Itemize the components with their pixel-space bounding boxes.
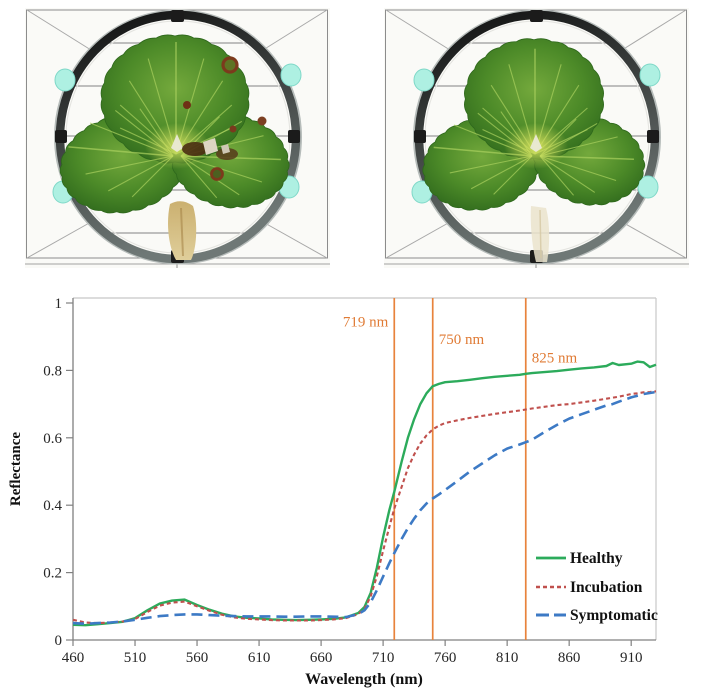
frame-diagonal: [385, 9, 451, 51]
cyan-clip: [280, 63, 302, 87]
incubation-series-line: [72, 390, 657, 625]
healthy-series-line: [72, 360, 657, 627]
leaflet: [464, 38, 604, 160]
lesion-ring: [210, 167, 224, 181]
cyan-clip: [637, 175, 659, 199]
y-axis-title: Reflectance: [8, 432, 24, 506]
plot-area: 0 0.2 0.4 0.6 0.8 1 460 510 560 610 660 710 760 810 86…: [43, 296, 658, 666]
x-axis-title: Wavelength (nm): [305, 671, 423, 688]
y-tick-label: 0.8: [43, 363, 62, 379]
wavelength-marker-label: 825 nm: [532, 351, 578, 367]
wavelength-marker-label: 750 nm: [439, 332, 485, 348]
y-tick-label: 0.2: [43, 566, 62, 582]
ring-tab: [530, 10, 543, 22]
reflectance-chart: 0 0.2 0.4 0.6 0.8 1 460 510 560 610 660 710 760 810 86…: [8, 296, 658, 688]
y-tick-label: 0: [55, 633, 63, 649]
frame-diagonal: [621, 221, 687, 259]
x-tick-label: 710: [372, 650, 395, 666]
x-tick-label: 910: [620, 650, 643, 666]
frame-diagonal: [385, 221, 451, 259]
lesion-blotch: [216, 148, 238, 160]
ring-tab: [288, 130, 300, 143]
disease-lesions: [182, 56, 267, 181]
lesion-spot: [183, 101, 191, 109]
y-tick-label: 0.4: [43, 498, 62, 514]
strawberry-leaf: [422, 38, 646, 211]
wavelength-marker-label: 719 nm: [343, 315, 389, 331]
lesion-ring: [221, 56, 239, 74]
petiole-junction: [171, 134, 183, 152]
lesion-spot: [257, 116, 267, 126]
frame-diagonal: [262, 9, 328, 51]
stem-shadow: [180, 207, 184, 257]
symptomatic-series-line: [72, 390, 657, 626]
ring-tab: [414, 130, 426, 143]
petiole-junction: [530, 134, 542, 152]
leaflet: [100, 34, 250, 164]
lesion-spot: [229, 125, 237, 133]
frame-diagonal: [26, 221, 92, 259]
strawberry-leaf: [59, 34, 290, 214]
x-tick-label: 610: [248, 650, 271, 666]
leaf-sample-photo-healthy: [384, 8, 689, 268]
y-tick-label: 1: [55, 296, 63, 312]
frame-diagonal: [262, 221, 328, 259]
x-tick-label: 760: [434, 650, 457, 666]
x-tick-label: 510: [124, 650, 147, 666]
ring-tab: [171, 10, 184, 22]
x-tick-label: 810: [496, 650, 519, 666]
ring-tab: [647, 130, 659, 143]
petiole-white-mark: [203, 138, 218, 155]
stem-shadow: [539, 209, 542, 259]
cyan-clip: [413, 68, 435, 92]
x-tick-label: 460: [62, 650, 85, 666]
lesion-blotch: [182, 142, 208, 156]
x-tick-label: 560: [186, 650, 209, 666]
leaf-sample-photo-symptomatic: [25, 8, 330, 268]
y-tick-label: 0.6: [43, 431, 62, 447]
cyan-clip: [639, 63, 661, 87]
cyan-clip: [54, 68, 76, 92]
legend-label-incubation: Incubation: [570, 579, 643, 596]
frame-diagonal: [621, 9, 687, 51]
petiole-white-mark: [221, 144, 230, 154]
legend-label-healthy: Healthy: [570, 550, 623, 567]
legend-label-symptomatic: Symptomatic: [570, 607, 658, 624]
x-tick-label: 860: [558, 650, 581, 666]
x-tick-label: 660: [310, 650, 333, 666]
ring-tab: [55, 130, 67, 143]
frame-diagonal: [26, 9, 92, 51]
